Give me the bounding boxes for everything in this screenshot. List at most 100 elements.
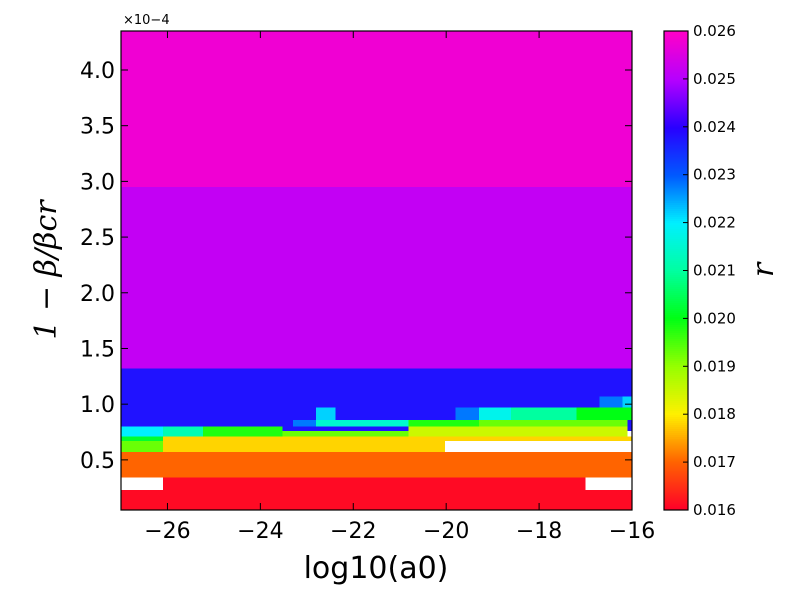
- colorbar-segment: [664, 152, 688, 156]
- colorbar-segment: [664, 98, 688, 102]
- colorbar-segment: [664, 144, 688, 148]
- y-tick-label: 0.5: [80, 449, 115, 474]
- colorbar-segment: [664, 376, 688, 379]
- colorbar-segment: [664, 416, 688, 419]
- colorbar-segment: [664, 260, 688, 264]
- colorbar-segment: [664, 124, 688, 128]
- colorbar-segment: [664, 394, 688, 397]
- colorbar-segment: [664, 352, 688, 355]
- colorbar-segment: [664, 72, 688, 76]
- colorbar-segment: [664, 168, 688, 172]
- colorbar-segment: [664, 400, 688, 403]
- colorbar-segment: [664, 158, 688, 162]
- colorbar-label: r: [746, 261, 781, 277]
- colorbar-segment: [664, 194, 688, 198]
- colorbar-segment: [664, 280, 688, 284]
- colorbar-segment: [664, 468, 688, 471]
- colorbar-segment: [664, 84, 688, 88]
- colorbar-tick-label: 0.024: [693, 118, 736, 136]
- colorbar-segment: [664, 292, 688, 296]
- colorbar-segment: [664, 300, 688, 304]
- colorbar-segment: [664, 228, 688, 232]
- colorbar-segment: [664, 306, 688, 310]
- colorbar-segment: [664, 108, 688, 112]
- colorbar-segment: [664, 116, 688, 120]
- y-tick-label: 1.0: [80, 393, 115, 418]
- colorbar-segment: [664, 204, 688, 208]
- colorbar-segment: [664, 244, 688, 248]
- colorbar-segment: [664, 112, 688, 116]
- colorbar-segment: [664, 186, 688, 190]
- colorbar-segment: [664, 396, 688, 399]
- colorbar-segment: [664, 130, 688, 134]
- colorbar-segment: [664, 290, 688, 294]
- colorbar-segment: [664, 304, 688, 308]
- colorbar-segment: [664, 282, 688, 286]
- colorbar-segment: [664, 48, 688, 52]
- colorbar-segment: [664, 242, 688, 246]
- heatmap-cell: [576, 407, 632, 420]
- colorbar-segment: [664, 358, 688, 361]
- colorbar-segment: [664, 506, 688, 509]
- colorbar-tick-label: 0.019: [693, 357, 736, 375]
- heatmap-cell: [162, 477, 586, 490]
- colorbar-segment: [664, 460, 688, 463]
- heatmap-cell: [282, 430, 409, 437]
- colorbar-segment: [664, 380, 688, 383]
- x-tick-label: −22: [330, 519, 376, 544]
- colorbar-segment: [664, 106, 688, 110]
- colorbar-segment: [664, 320, 688, 323]
- y-axis-label: 1 − β/βcr: [29, 199, 64, 340]
- colorbar-segment: [664, 82, 688, 86]
- axis-ticks: −26 −24 −22 −20 −18 −16 0.5 1.0 1.5 2.0 2.5 3.0 3.5 4…: [80, 31, 655, 544]
- colorbar-segment: [664, 90, 688, 94]
- colorbar-segment: [664, 402, 688, 405]
- colorbar-segment: [664, 316, 688, 319]
- colorbar-segment: [664, 448, 688, 451]
- colorbar-segment: [664, 172, 688, 176]
- colorbar-segment: [664, 410, 688, 413]
- colorbar-segment: [664, 326, 688, 329]
- colorbar-segment: [664, 174, 688, 178]
- colorbar-segment: [664, 226, 688, 230]
- colorbar-segment: [664, 170, 688, 174]
- colorbar-segment: [664, 76, 688, 80]
- colorbar-tick-label: 0.021: [693, 262, 736, 280]
- colorbar-segment: [664, 236, 688, 240]
- colorbar-segment: [664, 424, 688, 427]
- colorbar-segment: [664, 356, 688, 359]
- colorbar-segment: [664, 310, 688, 314]
- colorbar-segment: [664, 318, 688, 321]
- colorbar-segment: [664, 474, 688, 477]
- heatmap-cell: [121, 31, 632, 187]
- colorbar-segment: [664, 422, 688, 425]
- colorbar-segment: [664, 390, 688, 393]
- colorbar-segment: [664, 264, 688, 268]
- colorbar-segment: [664, 436, 688, 439]
- colorbar-segment: [664, 246, 688, 250]
- colorbar-segment: [664, 212, 688, 216]
- colorbar-segment: [664, 102, 688, 106]
- colorbar-segment: [664, 58, 688, 62]
- colorbar-segment: [664, 154, 688, 158]
- colorbar-segment: [664, 31, 688, 34]
- colorbar-segment: [664, 258, 688, 262]
- colorbar-segment: [664, 434, 688, 437]
- colorbar-segment: [664, 50, 688, 54]
- heatmap-cell: [162, 426, 203, 437]
- colorbar-segment: [664, 66, 688, 70]
- heatmap-cell: [162, 436, 633, 441]
- colorbar-segment: [664, 64, 688, 68]
- colorbar-segment: [664, 224, 688, 228]
- colorbar-segment: [664, 438, 688, 441]
- colorbar-segment: [664, 68, 688, 72]
- colorbar-segment: [664, 278, 688, 282]
- colorbar-segment: [664, 272, 688, 276]
- colorbar-segment: [664, 344, 688, 347]
- colorbar-segment: [664, 324, 688, 327]
- x-tick-label: −26: [144, 519, 190, 544]
- heatmap-cell: [121, 186, 632, 369]
- colorbar-segment: [664, 426, 688, 429]
- colorbar-segment: [664, 94, 688, 98]
- colorbar-segment: [664, 392, 688, 395]
